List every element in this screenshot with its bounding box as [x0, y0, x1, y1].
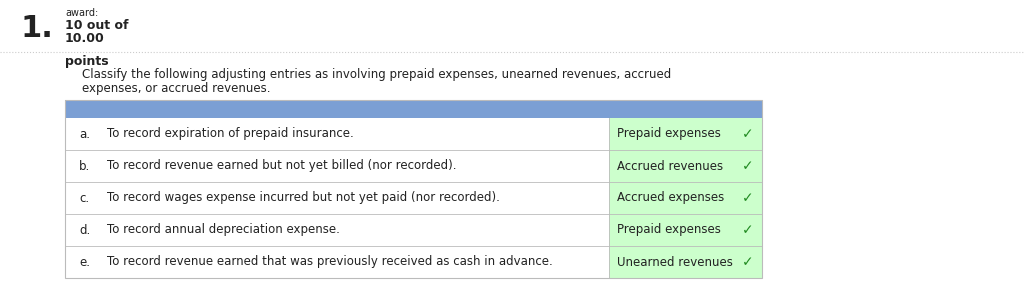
- Text: Prepaid expenses: Prepaid expenses: [617, 224, 721, 236]
- Text: To record wages expense incurred but not yet paid (nor recorded).: To record wages expense incurred but not…: [106, 191, 500, 205]
- Text: To record revenue earned that was previously received as cash in advance.: To record revenue earned that was previo…: [106, 256, 553, 268]
- Text: Classify the following adjusting entries as involving prepaid expenses, unearned: Classify the following adjusting entries…: [82, 68, 672, 81]
- Text: ✓: ✓: [742, 255, 754, 269]
- Bar: [65, 182, 762, 214]
- Bar: [65, 118, 762, 150]
- Text: expenses, or accrued revenues.: expenses, or accrued revenues.: [82, 82, 270, 95]
- Text: a.: a.: [79, 128, 90, 140]
- Text: ✓: ✓: [742, 159, 754, 173]
- Bar: [65, 150, 762, 182]
- Text: Prepaid expenses: Prepaid expenses: [617, 128, 721, 140]
- Text: award:: award:: [65, 8, 98, 18]
- Text: 1.: 1.: [20, 14, 53, 43]
- Text: c.: c.: [79, 191, 89, 205]
- Text: b.: b.: [79, 160, 90, 172]
- Bar: [609, 118, 762, 150]
- Bar: [65, 214, 762, 246]
- Bar: [65, 100, 762, 278]
- Text: ✓: ✓: [742, 223, 754, 237]
- Bar: [65, 246, 762, 278]
- Text: e.: e.: [79, 256, 90, 268]
- Text: ✓: ✓: [742, 191, 754, 205]
- Text: 10.00: 10.00: [65, 32, 104, 45]
- Bar: [609, 246, 762, 278]
- Text: To record revenue earned but not yet billed (nor recorded).: To record revenue earned but not yet bil…: [106, 160, 457, 172]
- Text: To record annual depreciation expense.: To record annual depreciation expense.: [106, 224, 340, 236]
- Text: 10 out of: 10 out of: [65, 19, 128, 32]
- Bar: [65, 100, 762, 118]
- Bar: [609, 214, 762, 246]
- Text: To record expiration of prepaid insurance.: To record expiration of prepaid insuranc…: [106, 128, 353, 140]
- Text: points: points: [65, 55, 109, 68]
- Bar: [609, 182, 762, 214]
- Text: Accrued revenues: Accrued revenues: [617, 160, 723, 172]
- Text: Unearned revenues: Unearned revenues: [617, 256, 733, 268]
- Text: Accrued expenses: Accrued expenses: [617, 191, 724, 205]
- Text: ✓: ✓: [742, 127, 754, 141]
- Bar: [609, 150, 762, 182]
- Text: d.: d.: [79, 224, 90, 236]
